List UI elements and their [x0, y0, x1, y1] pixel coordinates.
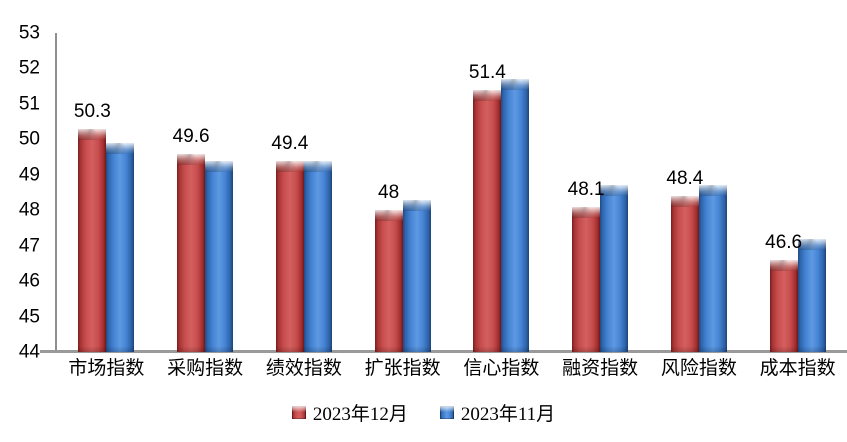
- x-axis-label: 扩张指数: [364, 358, 441, 379]
- x-axis-line: [40, 350, 847, 353]
- bar-2023年11月-市场指数: [106, 142, 135, 352]
- bar-2023年12月-绩效指数: [275, 160, 304, 352]
- bar-2023年11月-成本指数: [797, 238, 826, 352]
- bar-2023年11月-融资指数: [600, 185, 629, 352]
- data-label: 46.6: [765, 231, 803, 253]
- legend-swatch-icon: [439, 406, 454, 419]
- bar-2023年12月-融资指数: [572, 206, 601, 352]
- bar-2023年12月-成本指数: [769, 259, 798, 352]
- data-label: 48.1: [567, 178, 605, 200]
- data-label: 50.3: [73, 100, 111, 122]
- x-axis-label: 采购指数: [167, 358, 244, 379]
- y-axis-line: [55, 33, 57, 352]
- bar-2023年12月-采购指数: [177, 153, 206, 352]
- y-tick-label: 46: [18, 270, 40, 292]
- bar-2023年11月-绩效指数: [303, 160, 332, 352]
- legend-label: 2023年12月: [312, 404, 408, 425]
- legend-label: 2023年11月: [460, 404, 556, 425]
- data-label: 51.4: [468, 61, 506, 83]
- bar-2023年12月-信心指数: [473, 89, 502, 352]
- legend: 2023年12月 2023年11月: [0, 399, 847, 426]
- legend-item: 2023年11月: [439, 399, 556, 426]
- x-axis-label: 绩效指数: [265, 358, 342, 379]
- data-label: 49.6: [172, 125, 210, 147]
- bar-2023年11月-采购指数: [205, 160, 234, 352]
- bar-2023年12月-风险指数: [670, 196, 699, 352]
- data-label: 49.4: [271, 132, 309, 154]
- y-tick-label: 48: [18, 199, 40, 221]
- data-label: 48.4: [666, 168, 704, 190]
- x-axis-label: 信心指数: [463, 358, 540, 379]
- y-tick-label: 51: [18, 93, 40, 115]
- bar-2023年12月-市场指数: [78, 128, 107, 352]
- x-axis-label: 市场指数: [68, 358, 145, 379]
- x-axis-label: 融资指数: [562, 358, 639, 379]
- legend-swatch-icon: [291, 406, 306, 419]
- y-tick-label: 45: [18, 306, 40, 328]
- y-tick-label: 52: [18, 57, 40, 79]
- plot-area: 50.3 49.6 49.4 48 51.4 48.1 48.4 46.6: [57, 33, 847, 352]
- bar-2023年11月-风险指数: [698, 185, 727, 352]
- bar-2023年12月-扩张指数: [374, 210, 403, 352]
- x-axis-label: 风险指数: [660, 358, 737, 379]
- y-tick-label: 47: [18, 235, 40, 257]
- data-label: 48: [378, 182, 400, 204]
- y-tick-label: 49: [18, 164, 40, 186]
- y-tick-label: 50: [18, 128, 40, 150]
- bar-2023年11月-信心指数: [501, 79, 530, 352]
- legend-item: 2023年12月: [291, 399, 408, 426]
- x-axis-label: 成本指数: [759, 358, 836, 379]
- y-tick-label: 53: [18, 22, 40, 44]
- x-axis-labels: 市场指数 采购指数 绩效指数 扩张指数 信心指数 融资指数 风险指数 成本指数: [57, 357, 847, 381]
- y-tick-label: 44: [18, 341, 40, 363]
- bar-2023年11月-扩张指数: [402, 199, 431, 352]
